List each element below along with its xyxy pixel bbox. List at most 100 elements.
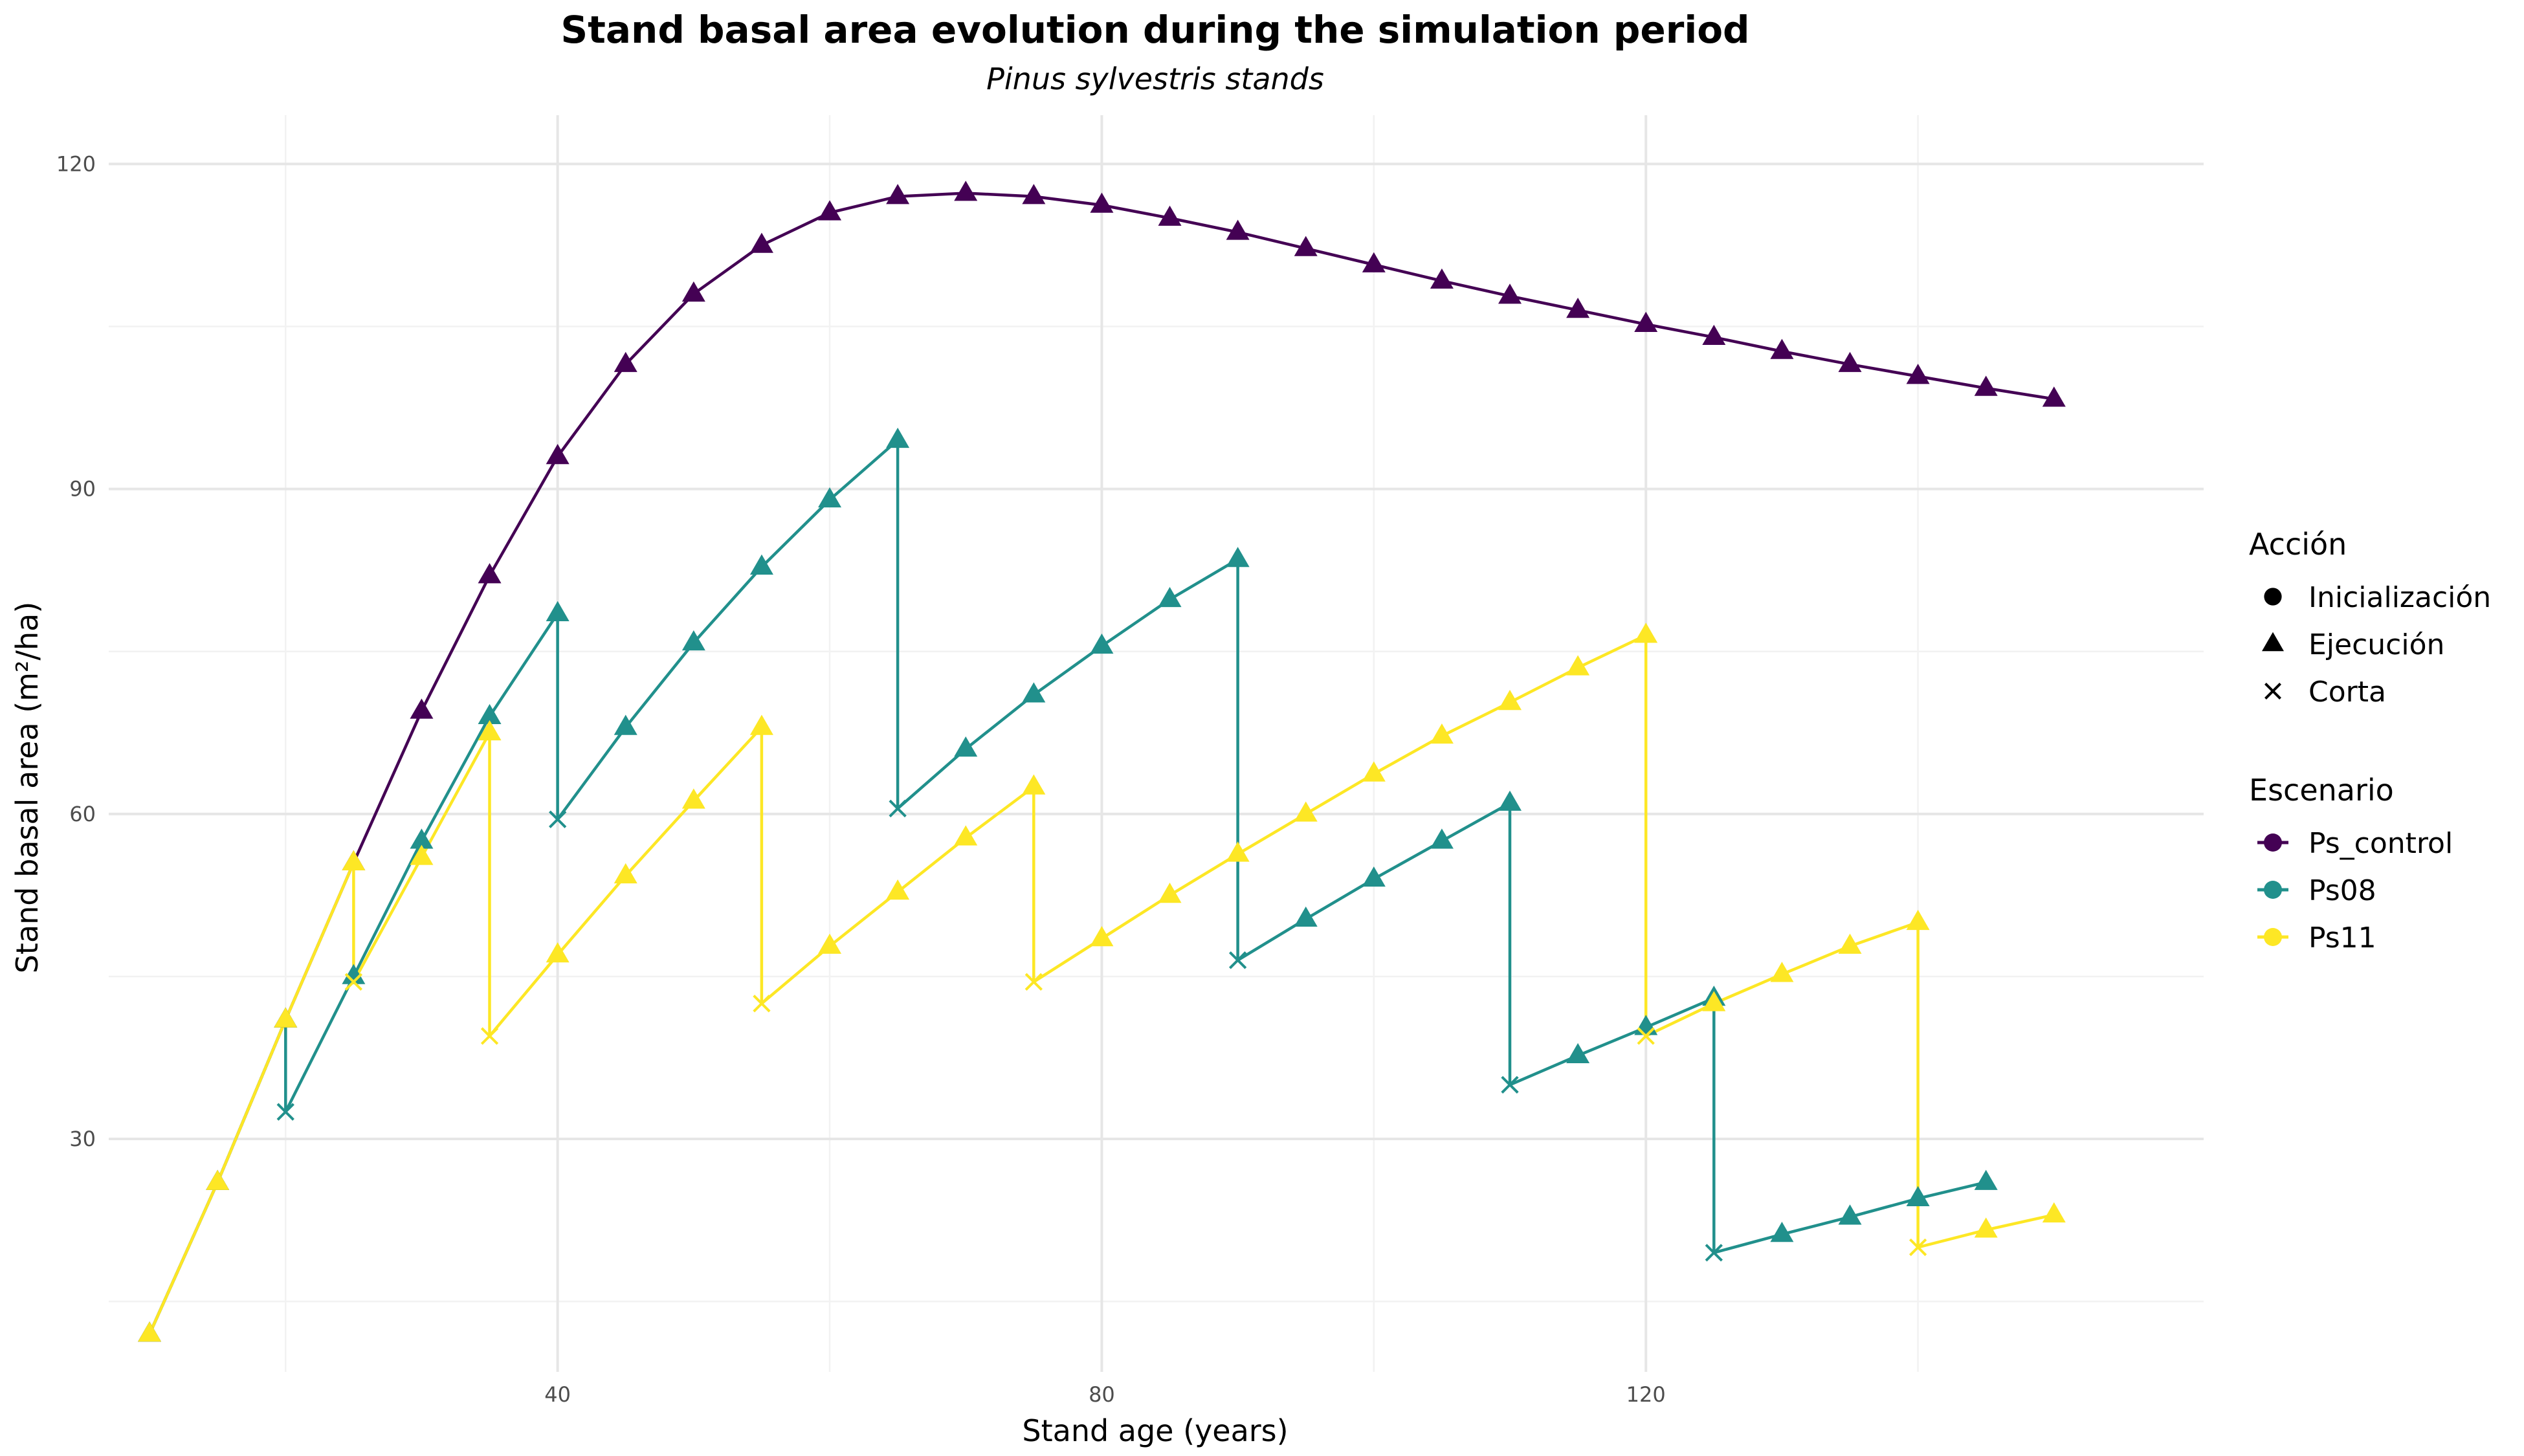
data-point-ps11 xyxy=(1024,973,1043,991)
legend-color-label: Ps_control xyxy=(2308,827,2453,860)
cross-stroke xyxy=(1228,951,1247,969)
cross-stroke xyxy=(2264,683,2281,700)
data-point-ps11 xyxy=(1498,690,1522,711)
data-point-ps_control xyxy=(749,232,773,253)
data-point-ps08 xyxy=(1158,587,1182,608)
data-point-ps_control xyxy=(1294,236,1318,256)
data-point-ps_control xyxy=(1022,184,1046,204)
data-point-ps08 xyxy=(1226,547,1250,568)
data-point-ps11 xyxy=(546,942,570,963)
cross-stroke xyxy=(1637,1027,1655,1045)
legend-shape-title: Acción xyxy=(2249,527,2347,562)
data-point-ps_control xyxy=(478,563,502,584)
data-point-ps08 xyxy=(410,828,434,849)
data-point-ps11 xyxy=(1294,801,1318,822)
legend-shape-circle xyxy=(2264,588,2282,606)
y-tick-label: 120 xyxy=(56,151,96,176)
data-point-ps11 xyxy=(410,844,434,865)
data-point-ps08 xyxy=(1838,1204,1862,1225)
data-point-ps08 xyxy=(478,703,502,724)
data-point-ps11 xyxy=(1909,1238,1927,1257)
series-line-ps08 xyxy=(148,438,1987,1335)
data-point-ps11 xyxy=(1974,1217,1998,1238)
legend-color-dot xyxy=(2264,928,2282,946)
data-point-ps08 xyxy=(681,630,705,651)
x-axis: 40 80 120 xyxy=(544,1382,1665,1407)
data-point-ps11 xyxy=(1430,723,1454,744)
data-point-ps_control xyxy=(954,181,978,201)
data-point-ps_control xyxy=(1158,205,1182,226)
data-point-ps11 xyxy=(478,720,502,741)
data-point-ps11 xyxy=(342,850,366,871)
x-tick-label: 80 xyxy=(1089,1382,1115,1407)
data-point-ps08 xyxy=(818,487,842,508)
data-point-ps_control xyxy=(546,444,570,465)
legend: Acción Inicialización Ejecución Corta Esce… xyxy=(2249,527,2491,954)
data-point-ps08 xyxy=(1430,828,1454,849)
y-tick-label: 90 xyxy=(69,477,96,502)
data-point-ps11 xyxy=(681,788,705,809)
data-point-ps_control xyxy=(681,281,705,302)
data-point-ps_control xyxy=(1498,283,1522,304)
plot-points xyxy=(138,181,2066,1342)
data-point-ps11 xyxy=(1838,933,1862,954)
cross-stroke xyxy=(1501,1075,1519,1094)
data-point-ps08 xyxy=(342,964,366,984)
data-point-ps_control xyxy=(1974,375,1998,396)
x-tick-label: 120 xyxy=(1626,1382,1666,1407)
cross-stroke xyxy=(1024,973,1043,991)
data-point-ps_control xyxy=(1090,192,1114,213)
data-point-ps08 xyxy=(1566,1042,1590,1063)
data-point-ps08 xyxy=(276,1103,294,1121)
chart-title: Stand basal area evolution during the si… xyxy=(560,8,1749,52)
data-point-ps_control xyxy=(1430,268,1454,289)
data-point-ps08 xyxy=(1705,1244,1723,1262)
chart-subtitle: Pinus sylvestris stands xyxy=(986,61,1324,96)
legend-color-label: Ps11 xyxy=(2308,921,2376,954)
y-axis: 30 60 90 120 xyxy=(56,151,96,1151)
data-point-ps11 xyxy=(753,995,771,1013)
data-point-ps_control xyxy=(818,200,842,221)
data-point-ps08 xyxy=(1022,682,1046,703)
y-tick-label: 30 xyxy=(69,1127,96,1151)
data-point-ps08 xyxy=(1906,1186,1930,1206)
data-point-ps08 xyxy=(1501,1075,1519,1094)
data-point-ps11 xyxy=(818,933,842,954)
data-point-ps11 xyxy=(1362,761,1386,782)
data-point-ps_control xyxy=(1566,298,1590,318)
data-point-ps11 xyxy=(1566,655,1590,676)
data-point-ps11 xyxy=(480,1027,499,1045)
data-point-ps11 xyxy=(206,1169,230,1190)
data-point-ps11 xyxy=(1158,883,1182,903)
data-point-ps11 xyxy=(1770,962,1794,982)
cross-stroke xyxy=(548,810,567,828)
cross-stroke xyxy=(344,973,363,991)
data-point-ps08 xyxy=(1228,951,1247,969)
data-point-ps08 xyxy=(1498,790,1522,811)
legend-color-dot xyxy=(2264,833,2282,852)
legend-color-label: Ps08 xyxy=(2308,874,2376,907)
data-point-ps11 xyxy=(954,825,978,846)
legend-color-title: Escenario xyxy=(2249,773,2394,808)
cross-stroke xyxy=(1705,1244,1723,1262)
data-point-ps_control xyxy=(1838,351,1862,372)
data-point-ps11 xyxy=(614,863,637,884)
data-point-ps_control xyxy=(1362,252,1386,272)
data-point-ps11 xyxy=(1022,774,1046,795)
data-point-ps08 xyxy=(886,427,910,448)
data-point-ps11 xyxy=(344,973,363,991)
y-axis-title: Stand basal area (m²/ha) xyxy=(10,602,45,974)
data-point-ps_control xyxy=(1226,219,1250,240)
data-point-ps11 xyxy=(1090,926,1114,947)
data-point-ps_control xyxy=(1770,338,1794,359)
data-point-ps08 xyxy=(889,799,907,818)
cross-stroke xyxy=(480,1027,499,1045)
x-axis-title: Stand age (years) xyxy=(1022,1413,1288,1448)
legend-shape-triangle xyxy=(2262,632,2284,652)
data-point-ps11 xyxy=(886,879,910,900)
data-point-ps_control xyxy=(410,698,434,719)
legend-shape-label: Inicialización xyxy=(2308,581,2491,614)
data-point-ps11 xyxy=(1634,623,1658,643)
legend-color-keys: Ps_control Ps08 Ps11 xyxy=(2257,827,2453,954)
